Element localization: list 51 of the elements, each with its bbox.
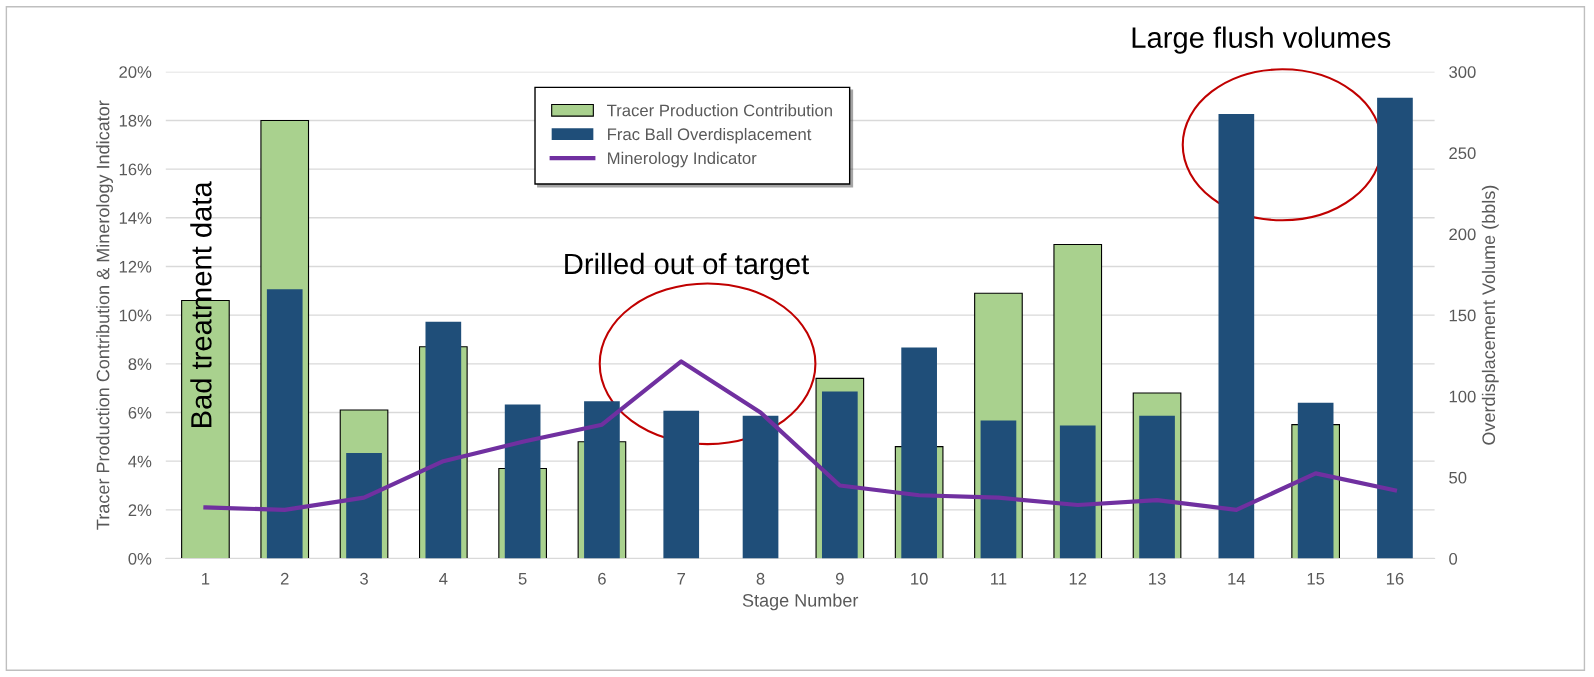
y-tick-label: 4% (128, 455, 152, 468)
x-tick-label: 6 (598, 572, 606, 585)
legend-label: Minerology Indicator (608, 151, 757, 168)
annotation: Drilled out of target (565, 252, 809, 281)
y2-tick-label: 250 (1449, 147, 1476, 160)
legend-label: Frac Ball Overdisplacement (608, 127, 812, 144)
y-tick-label: 2% (128, 504, 152, 516)
bar (663, 410, 700, 559)
bar (1218, 113, 1255, 559)
y-tick-label: 16% (119, 163, 152, 176)
x-tick-label: 16 (1386, 572, 1404, 585)
annotation: Bad treatment data (190, 181, 212, 428)
bar (266, 289, 303, 559)
x-tick-label: 3 (360, 572, 368, 585)
x-tick-label: 13 (1149, 572, 1166, 585)
y-tick-label: 14% (119, 212, 152, 224)
y2-axis-title: Overdisplacement Volume (bbls) (1481, 185, 1499, 445)
y2-tick-label: 200 (1449, 228, 1476, 241)
y2-tick-label: 50 (1449, 471, 1467, 484)
x-axis-title: Stage Number (742, 593, 859, 611)
x-tick-label: 4 (439, 573, 448, 585)
y-tick-label: 0% (128, 552, 152, 565)
legend-label: Tracer Production Contribution (607, 104, 832, 117)
y-tick-label: 10% (119, 309, 152, 322)
y-tick-label: 6% (128, 406, 152, 419)
x-tick-label: 14 (1228, 573, 1246, 585)
x-tick-label: 8 (756, 572, 765, 585)
x-tick-label: 10 (911, 572, 928, 585)
bar (1377, 97, 1413, 559)
y-tick-label: 8% (128, 358, 152, 371)
y2-tick-label: 300 (1449, 66, 1476, 78)
bar (980, 420, 1017, 559)
y-tick-label: 12% (119, 260, 152, 273)
y2-tick-label: 150 (1449, 309, 1476, 322)
y2-tick-label: 100 (1449, 390, 1476, 403)
x-tick-label: 11 (991, 573, 1007, 585)
y-tick-label: 18% (119, 114, 152, 127)
x-tick-label: 9 (835, 572, 844, 585)
x-tick-label: 5 (518, 573, 527, 585)
bar (1059, 425, 1096, 559)
y-axis-title: Tracer Production Contribution & Minerology Indicator (96, 100, 113, 530)
y-tick-label: 20% (119, 66, 152, 78)
x-tick-label: 15 (1307, 573, 1325, 585)
x-tick-label: 12 (1069, 572, 1087, 585)
bar (742, 415, 779, 559)
x-tick-label: 1 (202, 573, 210, 585)
y2-tick-label: 0 (1449, 552, 1458, 565)
text: Large flush volumes (1132, 26, 1391, 54)
x-tick-label: 2 (280, 572, 289, 585)
bar (346, 453, 382, 559)
x-tick-label: 7 (677, 573, 686, 585)
